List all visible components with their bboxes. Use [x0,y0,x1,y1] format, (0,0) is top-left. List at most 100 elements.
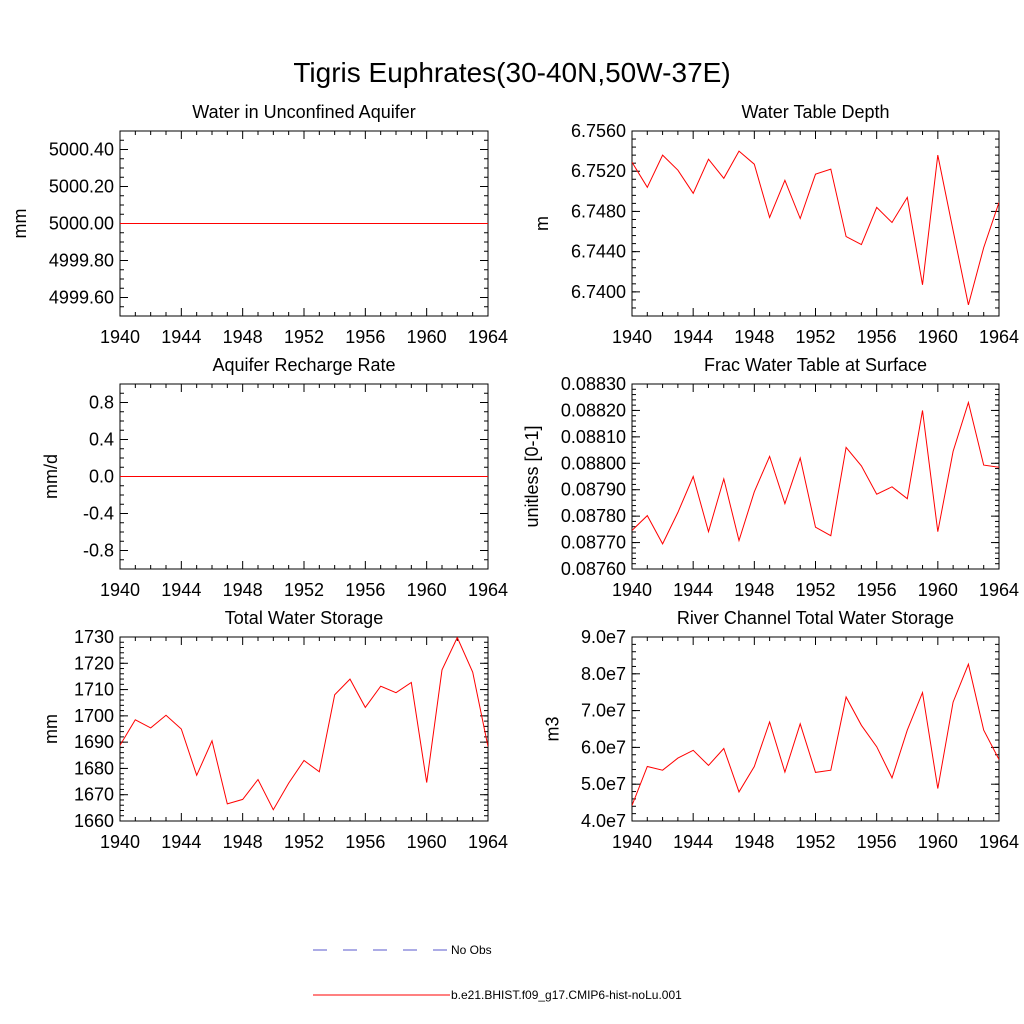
chart-1-series-line [632,150,999,306]
chart-4-ytick-label: 1730 [74,627,114,647]
panel-river-channel-total-water-storage: 1940 1944 1948 1952 1956 1960 1964 9.0e7 8.0e7 7.… [543,608,1020,852]
chart-3-xtick-label: 1952 [795,580,835,600]
chart-3-ytick-label: 0.08760 [561,559,626,579]
chart-4-ytick-label: 1690 [74,732,114,752]
chart-5-ytick-label: 4.0e7 [581,811,626,831]
chart-5-title: River Channel Total Water Storage [677,608,954,628]
chart-5-xtick-label: 1948 [734,832,774,852]
chart-0-ytick-label: 5000.20 [49,177,114,197]
chart-2-xtick-label: 1940 [100,580,140,600]
chart-0-title: Water in Unconfined Aquifer [192,102,415,122]
chart-3-ytick-label: 0.08810 [561,427,626,447]
chart-4-ytick-label: 1680 [74,758,114,778]
chart-0-ytick-label: 5000.00 [49,214,114,234]
legend-model-label: b.e21.BHIST.f09_g17.CMIP6-hist-noLu.001 [451,988,682,1002]
chart-3-xtick-label: 1944 [673,580,713,600]
chart-0-xtick-label: 1948 [223,327,263,347]
chart-2-ytick-label: 0.0 [89,467,114,487]
chart-3-ytick-label: 0.08820 [561,400,626,420]
chart-0-xtick-label: 1956 [345,327,385,347]
chart-2-xtick-label: 1964 [468,580,508,600]
chart-5-xtick-label: 1956 [857,832,897,852]
chart-2-xtick-label: 1960 [407,580,447,600]
chart-1-ytick-label: 6.7520 [571,161,626,181]
chart-2-ytick-label: 0.8 [89,393,114,413]
chart-4-series-line [120,637,488,811]
chart-0-xtick-label: 1964 [468,327,508,347]
legend: No Obs b.e21.BHIST.f09_g17.CMIP6-hist-no… [313,943,682,1002]
chart-2-xtick-label: 1952 [284,580,324,600]
chart-0-ytick-label: 5000.40 [49,140,114,160]
chart-1-xtick-label: 1956 [857,327,897,347]
chart-4-ytick-label: 1700 [74,706,114,726]
chart-2-xtick-label: 1956 [345,580,385,600]
chart-0-xtick-label: 1944 [161,327,201,347]
chart-2-title: Aquifer Recharge Rate [212,355,395,375]
chart-1-ylabel: m [532,216,552,231]
chart-5-xtick-label: 1952 [795,832,835,852]
chart-5-xtick-label: 1940 [612,832,652,852]
chart-2-xtick-label: 1944 [161,580,201,600]
chart-4-xtick-label: 1960 [407,832,447,852]
chart-4-ytick-label: 1720 [74,653,114,673]
chart-5-ytick-label: 5.0e7 [581,774,626,794]
chart-3-xtick-label: 1964 [979,580,1019,600]
chart-1-xtick-label: 1944 [673,327,713,347]
chart-4-xtick-label: 1948 [223,832,263,852]
chart-3-ytick-label: 0.08800 [561,453,626,473]
legend-no-obs-label: No Obs [451,943,492,957]
chart-4-frame [119,636,489,822]
chart-3-ytick-label: 0.08790 [561,480,626,500]
chart-4-xtick-label: 1940 [100,832,140,852]
panel-water-table-depth: 1940 1944 1948 1952 1956 1960 1964 6.7560 6.7520… [532,102,1019,347]
chart-1-xtick-label: 1960 [918,327,958,347]
chart-2-xtick-label: 1948 [223,580,263,600]
chart-5-xtick-label: 1964 [979,832,1019,852]
chart-2-ytick-label: -0.8 [83,541,114,561]
chart-1-xtick-label: 1952 [795,327,835,347]
chart-4-ylabel: mm [41,714,61,744]
chart-3-xtick-label: 1940 [612,580,652,600]
chart-1-xtick-label: 1948 [734,327,774,347]
chart-3-xtick-label: 1956 [857,580,897,600]
chart-1-frame [631,130,1000,317]
chart-5-xtick-label: 1944 [673,832,713,852]
chart-0-xtick-label: 1960 [407,327,447,347]
chart-0-ytick-label: 4999.60 [49,288,114,308]
chart-4-ytick-label: 1710 [74,680,114,700]
chart-4-xtick-label: 1956 [345,832,385,852]
chart-1-ytick-label: 6.7480 [571,201,626,221]
chart-4-xtick-label: 1952 [284,832,324,852]
chart-3-ylabel: unitless [0-1] [522,425,542,527]
chart-2-ytick-label: 0.4 [89,430,114,450]
chart-5-xtick-label: 1960 [918,832,958,852]
chart-5-frame [631,636,1000,822]
chart-3-series-line [632,400,999,545]
chart-4-ytick-label: 1670 [74,785,114,805]
chart-3-ytick-label: 0.08830 [561,374,626,394]
chart-5-ylabel: m3 [543,716,563,741]
chart-3-ytick-label: 0.08770 [561,533,626,553]
chart-1-title: Water Table Depth [741,102,889,122]
panel-total-water-storage: 1940 1944 1948 1952 1956 1960 1964 1730 1720 1710… [41,608,508,852]
chart-5-ytick-label: 9.0e7 [581,627,626,647]
chart-1-xtick-label: 1964 [979,327,1019,347]
chart-3-title: Frac Water Table at Surface [704,355,927,375]
chart-1-ytick-label: 6.7400 [571,282,626,302]
chart-3-xtick-label: 1960 [918,580,958,600]
panel-frac-water-table-at-surface: 1940 1944 1948 1952 1956 1960 1964 0.08830 0.088… [522,355,1019,600]
figure-title: Tigris Euphrates(30-40N,50W-37E) [293,57,730,88]
chart-4-title: Total Water Storage [225,608,383,628]
panel-water-unconfined-aquifer: 1940 1944 1948 1952 1956 1960 1964 5000.40 5000.… [10,102,508,347]
chart-4-xtick-label: 1964 [468,832,508,852]
chart-5-ytick-label: 8.0e7 [581,664,626,684]
chart-1-xtick-label: 1940 [612,327,652,347]
chart-2-ytick-label: -0.4 [83,504,114,524]
chart-0-xtick-label: 1940 [100,327,140,347]
chart-0-xtick-label: 1952 [284,327,324,347]
chart-3-frame [631,383,1000,570]
chart-5-ytick-label: 7.0e7 [581,701,626,721]
chart-5-ytick-label: 6.0e7 [581,737,626,757]
chart-1-ytick-label: 6.7440 [571,242,626,262]
